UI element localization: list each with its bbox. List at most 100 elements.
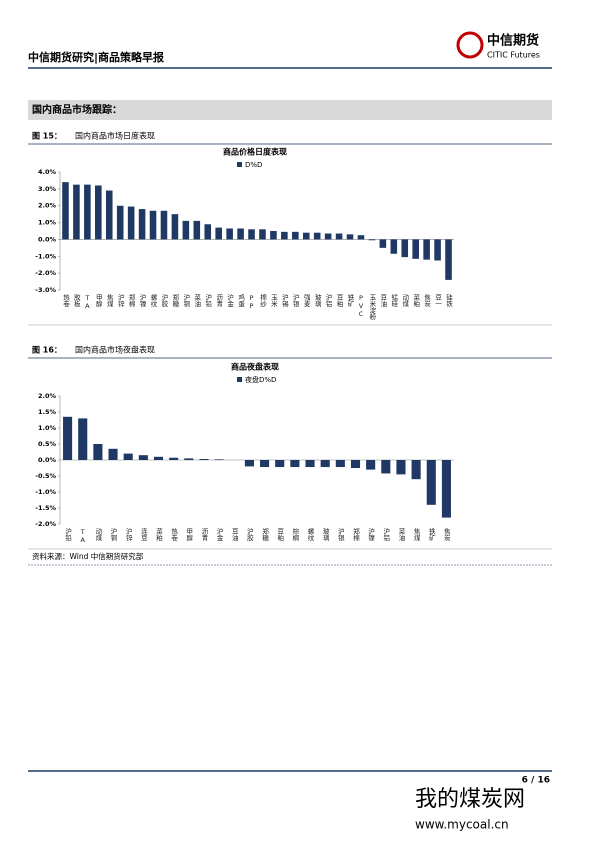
chart-title: 商品价格日度表现	[223, 147, 287, 157]
bar	[275, 460, 285, 468]
y-tick-label: 2.0%	[38, 202, 57, 210]
bar	[214, 459, 224, 460]
x-tick-label: 铁矿	[427, 527, 435, 543]
bar	[390, 239, 398, 254]
figure-number: 图 16：	[32, 346, 62, 355]
bar	[313, 232, 321, 240]
y-tick-label: -0.5%	[35, 472, 56, 480]
y-tick-label: 2.0%	[38, 392, 57, 400]
figure-caption: 国内商品市场夜盘表现	[75, 345, 155, 355]
figure-number: 图 15：	[32, 132, 62, 141]
bar	[305, 460, 315, 468]
bar	[412, 239, 419, 259]
bar	[78, 418, 88, 460]
figure-caption: 国内商品市场日度表现	[75, 131, 155, 141]
x-tick-label: 沥青	[200, 527, 208, 543]
x-tick-label: 胶板	[72, 293, 80, 309]
x-tick-label: 焦炭	[423, 293, 431, 309]
x-tick-label: 玉米淀粉	[368, 294, 376, 322]
bar	[396, 460, 406, 475]
logo-en: CITIC Futures	[487, 51, 540, 60]
bar	[204, 224, 212, 240]
bar	[434, 239, 441, 261]
y-tick-label: 0.5%	[38, 440, 57, 448]
bar	[302, 232, 310, 240]
bar	[270, 231, 277, 240]
y-tick-label: -1.0%	[35, 488, 56, 496]
bar	[281, 231, 288, 240]
x-tick-label: 沪锌	[124, 527, 132, 543]
bar	[260, 460, 270, 468]
bar	[259, 229, 266, 240]
bar	[324, 233, 332, 240]
x-tick-label: 沪银	[336, 527, 344, 543]
x-tick-label: 焦煤	[412, 527, 420, 543]
bar	[138, 209, 146, 240]
bar	[193, 220, 201, 240]
bar	[244, 460, 254, 467]
bar	[63, 416, 73, 460]
bar	[237, 228, 244, 240]
x-tick-label: 动煤	[94, 528, 102, 543]
y-tick-label: -1.0%	[35, 252, 56, 260]
legend-swatch	[237, 162, 242, 167]
header-title: 中信期货研究|商品策略早报	[28, 50, 165, 64]
bar	[62, 182, 69, 240]
x-tick-label: TA	[79, 528, 87, 544]
x-tick-label: 沪胶	[245, 527, 253, 543]
x-tick-label: 连豆	[139, 527, 147, 542]
bar	[149, 210, 157, 240]
bar	[95, 185, 102, 240]
section-bar	[28, 100, 552, 120]
x-tick-label: 菜油	[397, 527, 405, 543]
x-tick-label: PVC	[357, 294, 365, 318]
bar	[138, 455, 148, 460]
x-tick-label: 沥青	[215, 293, 223, 309]
bar	[73, 184, 80, 240]
bar	[335, 233, 343, 240]
x-tick-label: 沪银	[291, 293, 299, 309]
bar	[320, 460, 330, 468]
bar	[346, 234, 354, 240]
y-tick-label: -2.0%	[35, 520, 56, 528]
x-tick-label: 沪铅	[204, 293, 212, 309]
x-tick-label: 郑棉	[352, 528, 360, 543]
x-tick-label: 热卷	[61, 293, 69, 308]
x-tick-label: 鸡蛋	[237, 293, 245, 309]
x-tick-label: 沪铝	[382, 527, 390, 543]
x-tick-label: PP	[248, 294, 256, 310]
y-tick-label: 4.0%	[38, 168, 57, 176]
watermark-cn: 我的煤炭网	[415, 787, 525, 812]
x-tick-label: 豆粕	[335, 294, 343, 309]
x-tick-label: 棕榈	[291, 527, 299, 543]
x-tick-label: 豆油	[379, 294, 387, 309]
y-tick-label: 0.0%	[38, 235, 57, 243]
x-tick-label: 热卷	[170, 527, 178, 542]
x-tick-label: 沪胶	[160, 293, 168, 309]
bar	[368, 239, 376, 241]
bar	[226, 228, 233, 240]
x-tick-label: 豆粕	[276, 528, 284, 543]
chart-title: 商品夜盘表现	[231, 362, 279, 372]
y-tick-label: 1.5%	[38, 408, 57, 416]
x-tick-label: 沪铜	[182, 293, 190, 309]
y-tick-label: -1.5%	[35, 504, 56, 512]
bar	[441, 460, 451, 518]
bar	[366, 460, 376, 470]
x-tick-label: 沪铅	[64, 527, 72, 543]
x-tick-label: 焦煤	[105, 293, 113, 309]
bar	[335, 460, 345, 468]
bar	[160, 210, 168, 240]
y-tick-label: 3.0%	[38, 185, 57, 193]
logo-mark	[456, 31, 484, 59]
bar	[116, 205, 124, 240]
bar	[411, 460, 421, 480]
x-tick-label: 玻璃	[313, 293, 321, 309]
bar	[401, 239, 409, 258]
bar	[171, 214, 179, 240]
x-tick-label: 硅铁	[445, 293, 453, 309]
bar	[357, 235, 365, 240]
x-tick-label: 沪金	[215, 527, 223, 542]
watermark-url: www.mycoal.cn	[415, 818, 509, 832]
